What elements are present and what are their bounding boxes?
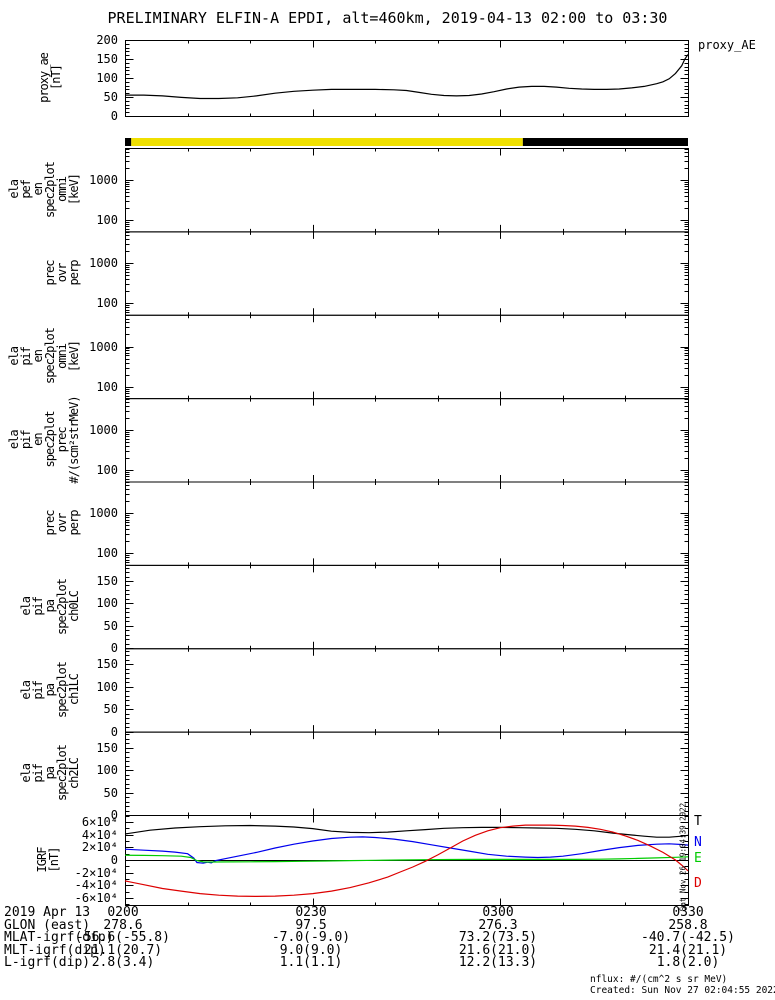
panel-5-tick-label: 0 <box>110 641 118 655</box>
panel-3-axis-label: ela pif en spec2plot prec #/(scm²strMeV) <box>7 396 81 484</box>
ephemeris-value: 278.6 <box>103 917 143 933</box>
proxy-tick-label: 0 <box>110 109 118 123</box>
panel-7-tick-label: 50 <box>103 786 118 800</box>
panel-6-axis-label: ela pif pa spec2plot ch1LC <box>19 662 81 718</box>
proxy-tick-label: 100 <box>96 71 118 85</box>
panel-2-tick-label: 100 <box>96 380 118 394</box>
axis-label-word: perp <box>67 510 81 536</box>
survey-bar-segment-1 <box>131 138 523 146</box>
panel-0-axis-label: ela pef en spec2plot omni [keV] <box>7 162 81 218</box>
survey-bar-segment-2 <box>522 138 688 146</box>
panel-0-tick-label: 1000 <box>89 173 118 187</box>
axis-label-word: ch2LC <box>67 757 81 789</box>
axis-label-word: [nT] <box>47 847 61 873</box>
panel-5-axis-label: ela pif pa spec2plot ch0LC <box>19 579 81 635</box>
igrf-tick-label: -2×10⁴ <box>74 866 118 880</box>
panel-1-tick-label: 1000 <box>89 256 118 270</box>
igrf-legend-N: N <box>694 835 702 850</box>
panel-0-tick-label: 100 <box>96 213 118 227</box>
axis-label-word: ch0LC <box>67 591 81 623</box>
proxy-tick-label: 50 <box>103 90 118 104</box>
ephemeris-value: 97.5 <box>295 917 327 933</box>
axis-label-word: perp <box>67 260 81 286</box>
ephemeris-value: 1.1(1.1) <box>279 955 343 971</box>
ephemeris-value: -7.0(-9.0) <box>271 930 351 946</box>
axis-label-word: [keV] <box>67 340 81 372</box>
igrf-tick-label: -6×10⁴ <box>74 891 118 905</box>
ephemeris-value: 21.6(21.0) <box>458 942 538 958</box>
axis-label-word: [keV] <box>67 174 81 206</box>
igrf-legend-D: D <box>694 876 702 891</box>
creation-timestamp-vertical: Sat Nov 26 19:04:39 2022 <box>678 802 688 912</box>
proxy-ae-axis-label: proxy_ae [nT] <box>37 53 63 103</box>
ephemeris-value: -40.7(-42.5) <box>641 930 735 946</box>
igrf-tick-label: 0 <box>110 853 118 867</box>
panel-7-axis-label: ela pif pa spec2plot ch2LC <box>19 745 81 801</box>
panel-4-tick-label: 100 <box>96 546 118 560</box>
ephemeris-value: 73.2(73.5) <box>458 930 538 946</box>
ephemeris-row-label: MLT-igrf(dip) <box>4 942 106 958</box>
ephemeris-row-label: GLON (east) <box>4 917 91 933</box>
panel-2-axis-label: ela pif en spec2plot omni [keV] <box>7 328 81 384</box>
ephemeris-value: 1.8(2.0) <box>656 955 720 971</box>
panel-6-tick-label: 150 <box>96 657 118 671</box>
footer-units: nflux: #/(cm^2 s sr MeV) <box>590 974 728 985</box>
panel-1-axis-label: prec ovr perp <box>43 260 81 286</box>
ephemeris-value: 2.8(3.4) <box>91 955 155 971</box>
panel-7-tick-label: 100 <box>96 763 118 777</box>
footer: nflux: #/(cm^2 s sr MeV) Created: Sun No… <box>590 974 775 996</box>
page-title: PRELIMINARY ELFIN-A EPDI, alt=460km, 201… <box>107 9 668 27</box>
ephemeris-value: 0300 <box>482 905 514 920</box>
panel-1-tick-label: 100 <box>96 296 118 310</box>
footer-created: Created: Sun Nov 27 02:04:55 2022 <box>590 985 775 996</box>
ephemeris-row-label: L-igrf(dip) <box>4 955 91 971</box>
panel-5-tick-label: 150 <box>96 574 118 588</box>
igrf-tick-label: 4×10⁴ <box>81 828 118 842</box>
ephemeris-row-label: 2019 Apr 13 <box>4 905 91 920</box>
axis-label-word: #/(scm²strMeV) <box>67 396 81 484</box>
ephemeris-value: 12.2(13.3) <box>458 955 538 971</box>
proxy-tick-label: 200 <box>96 33 118 47</box>
proxy-tick-label: 150 <box>96 52 118 66</box>
ephemeris-row-label: MLAT-igrf(dip) <box>4 930 114 946</box>
ephemeris-value: 21.1(20.7) <box>83 942 163 958</box>
panel-3-tick-label: 1000 <box>89 423 118 437</box>
ephemeris-value: 258.8 <box>668 917 708 933</box>
axis-label-word: [nT] <box>49 65 63 91</box>
ephemeris-value: 0330 <box>672 905 704 920</box>
ephemeris-value: 276.3 <box>478 917 518 933</box>
panel-7-tick-label: 150 <box>96 741 118 755</box>
proxy-ae-right-label: proxy_AE <box>698 38 756 52</box>
igrf-tick-label: 6×10⁴ <box>81 815 118 829</box>
panel-6-tick-label: 0 <box>110 725 118 739</box>
ephemeris-value: 9.0(9.0) <box>279 942 343 958</box>
panel-4-axis-label: prec ovr perp <box>43 510 81 536</box>
panel-6-tick-label: 100 <box>96 680 118 694</box>
igrf-legend-E: E <box>694 851 702 866</box>
ephemeris-value: 0230 <box>295 905 327 920</box>
panel-5-tick-label: 50 <box>103 619 118 633</box>
panel-7-tick-label: 0 <box>110 808 118 822</box>
panel-4-tick-label: 1000 <box>89 506 118 520</box>
survey-bar-segment-0 <box>125 138 132 146</box>
igrf-tick-label: 2×10⁴ <box>81 840 118 854</box>
panel-3-tick-label: 100 <box>96 463 118 477</box>
panel-2-tick-label: 1000 <box>89 340 118 354</box>
ephemeris-value: -56.6(-55.8) <box>76 930 170 946</box>
axis-label-word: ch1LC <box>67 674 81 706</box>
ephemeris-value: 21.4(21.1) <box>648 942 728 958</box>
ephemeris-value: 0200 <box>107 905 139 920</box>
igrf-axis-label: IGRF [nT] <box>35 847 61 873</box>
igrf-tick-label: -4×10⁴ <box>74 878 118 892</box>
panel-5-tick-label: 100 <box>96 596 118 610</box>
igrf-legend-T: T <box>694 814 702 829</box>
panel-6-tick-label: 50 <box>103 702 118 716</box>
